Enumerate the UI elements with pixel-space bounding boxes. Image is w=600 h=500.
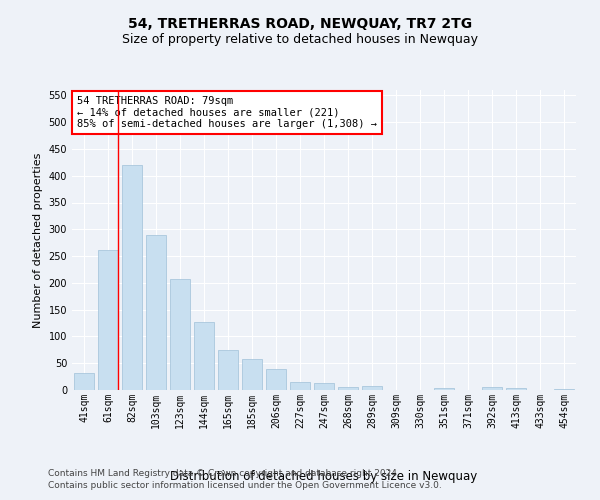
Text: Size of property relative to detached houses in Newquay: Size of property relative to detached ho… (122, 32, 478, 46)
Y-axis label: Number of detached properties: Number of detached properties (33, 152, 43, 328)
Bar (362, 386, 382, 390)
Bar (98, 250, 118, 390)
Bar (314, 382, 334, 390)
Text: Contains public sector information licensed under the Open Government Licence v3: Contains public sector information licen… (48, 481, 442, 490)
Text: 54, TRETHERRAS ROAD, NEWQUAY, TR7 2TG: 54, TRETHERRAS ROAD, NEWQUAY, TR7 2TG (128, 18, 472, 32)
Bar (146, 234, 166, 390)
Bar (122, 165, 142, 390)
Bar (266, 369, 286, 390)
Text: Contains HM Land Registry data © Crown copyright and database right 2024.: Contains HM Land Registry data © Crown c… (48, 468, 400, 477)
Bar (482, 388, 502, 390)
X-axis label: Distribution of detached houses by size in Newquay: Distribution of detached houses by size … (170, 470, 478, 482)
Bar (74, 373, 94, 390)
Bar (218, 350, 238, 390)
Bar (290, 382, 310, 390)
Bar (506, 388, 526, 390)
Text: 54 TRETHERRAS ROAD: 79sqm
← 14% of detached houses are smaller (221)
85% of semi: 54 TRETHERRAS ROAD: 79sqm ← 14% of detac… (77, 96, 377, 129)
Bar (554, 389, 574, 390)
Bar (338, 388, 358, 390)
Bar (434, 388, 454, 390)
Bar (170, 279, 190, 390)
Bar (242, 359, 262, 390)
Bar (194, 322, 214, 390)
